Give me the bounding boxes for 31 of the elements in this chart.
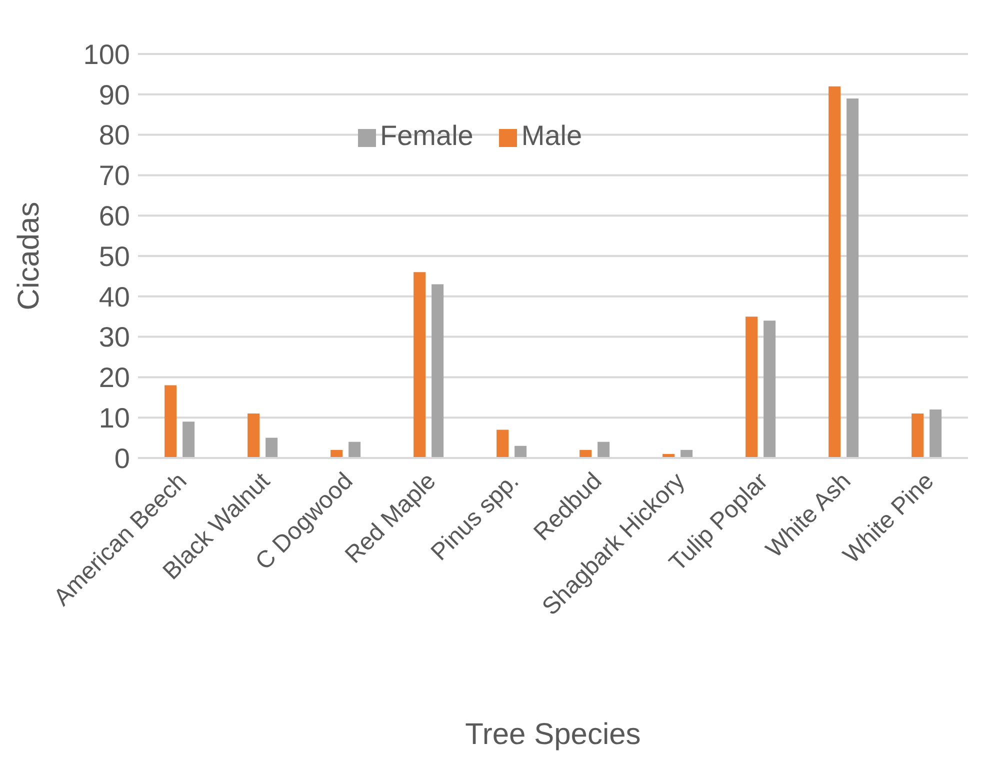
y-tick-label: 10 (98, 402, 130, 434)
y-tick-label: 60 (98, 200, 130, 232)
x-axis-title: Tree Species (465, 718, 641, 751)
y-tick-label: 100 (83, 38, 130, 70)
bar (930, 410, 942, 458)
bar (746, 316, 758, 458)
bar (598, 442, 610, 458)
legend-label: Male (521, 120, 582, 151)
bar (164, 385, 177, 458)
y-tick-label: 50 (98, 240, 130, 272)
y-tick-label: 40 (98, 281, 130, 312)
bar (414, 272, 426, 458)
bar (514, 446, 527, 458)
y-tick-label: 90 (98, 79, 130, 110)
legend-label: Female (380, 120, 474, 151)
bar (912, 414, 924, 458)
y-tick-label: 80 (98, 120, 130, 151)
bar (248, 414, 260, 458)
y-axis-title: Cicadas (12, 202, 46, 310)
bar (432, 284, 444, 458)
bar (828, 86, 841, 458)
bar (496, 430, 509, 458)
y-tick-label: 30 (98, 322, 130, 353)
bar (846, 98, 859, 458)
y-tick-label: 70 (98, 160, 130, 192)
bar (182, 422, 195, 458)
bar (348, 442, 361, 458)
bar (266, 438, 278, 458)
bar (764, 320, 776, 458)
y-tick-label: 0 (114, 442, 130, 474)
y-tick-label: 20 (98, 362, 130, 394)
